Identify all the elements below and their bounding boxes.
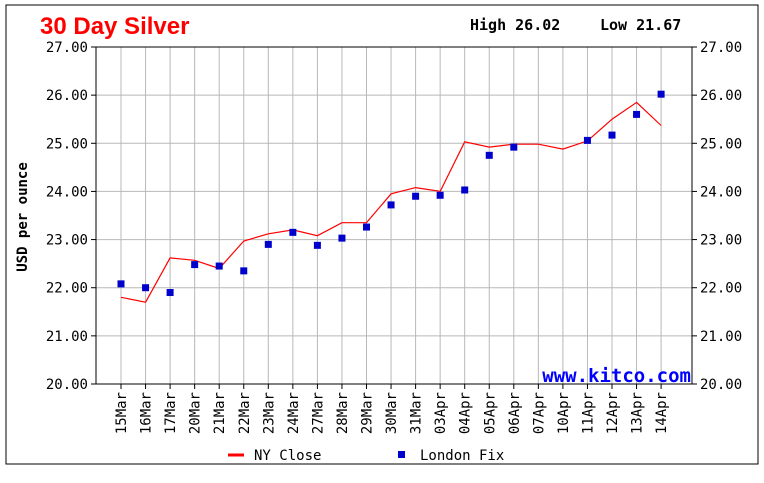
- x-tick-label: 12Apr: [605, 392, 621, 434]
- y-tick-label-left: 20.00: [46, 377, 88, 393]
- y-tick-label-right: 25.00: [700, 136, 742, 152]
- london-fix-point: [363, 223, 370, 231]
- x-tick-label: 16Mar: [139, 392, 155, 434]
- london-fix-point: [412, 192, 420, 200]
- y-ticks-right: 20.00 21.00 22.00 23.00 24.00 25.00 26.00 27.00: [700, 40, 742, 393]
- x-tick-label: 07Apr: [531, 392, 547, 434]
- y-tick-label-left: 21.00: [46, 329, 88, 345]
- x-tick-label: 14Apr: [654, 392, 670, 434]
- x-tick-label: 27Mar: [310, 392, 326, 434]
- london-fix-point: [289, 228, 297, 236]
- legend-london-fix-label: London Fix: [420, 448, 504, 464]
- y-tick-label-right: 27.00: [700, 40, 742, 56]
- london-fix-point: [633, 110, 641, 118]
- x-tick-label: 06Apr: [507, 392, 523, 434]
- x-tick-label: 30Mar: [384, 392, 400, 434]
- legend: NY Close London Fix: [228, 448, 504, 464]
- london-fix-point: [461, 186, 469, 194]
- london-fix-point: [117, 280, 125, 288]
- y-tick-label-left: 25.00: [46, 136, 88, 152]
- x-tick-label: 05Apr: [482, 392, 498, 434]
- series-london-fix-points: [117, 90, 665, 297]
- y-tick-label-right: 20.00: [700, 377, 742, 393]
- london-fix-point: [338, 234, 346, 242]
- x-tick-label: 31Mar: [409, 392, 425, 434]
- y-tick-label-right: 23.00: [700, 233, 742, 249]
- y-tick-label-right: 22.00: [700, 281, 742, 297]
- london-fix-point: [485, 151, 493, 159]
- y-tick-label-left: 24.00: [46, 184, 88, 200]
- london-fix-point: [657, 90, 665, 98]
- y-tick-label-left: 22.00: [46, 281, 88, 297]
- y-tick-label-left: 27.00: [46, 40, 88, 56]
- x-tick-label: 13Apr: [630, 392, 646, 434]
- london-fix-point: [166, 289, 174, 297]
- london-fix-point: [313, 241, 321, 249]
- london-fix-point: [264, 240, 272, 248]
- y-tick-label-right: 26.00: [700, 88, 742, 104]
- london-fix-point: [387, 201, 395, 209]
- x-tick-label: 04Apr: [458, 392, 474, 434]
- london-fix-point: [240, 267, 248, 275]
- x-tick-label: 24Mar: [286, 392, 302, 434]
- y-axis-label: USD per ounce: [15, 162, 31, 272]
- y-tick-label-left: 26.00: [46, 88, 88, 104]
- y-tick-label-right: 24.00: [700, 184, 742, 200]
- low-label: Low 21.67: [600, 16, 681, 34]
- x-tick-label: 11Apr: [580, 392, 596, 434]
- series-ny-close-line: [120, 101, 662, 303]
- chart-title: 30 Day Silver: [40, 13, 189, 40]
- x-ticks: 15Mar 16Mar 17Mar 20Mar 21Mar 22Mar 23Mar 24Mar…: [114, 392, 670, 434]
- x-tick-label: 29Mar: [360, 392, 376, 434]
- plot-area-border: [95, 46, 693, 385]
- x-tick-label: 15Mar: [114, 392, 130, 434]
- london-fix-point: [215, 262, 223, 270]
- london-fix-point: [608, 131, 616, 139]
- x-tick-label: 22Mar: [237, 392, 253, 434]
- x-tick-label: 20Mar: [188, 392, 204, 434]
- high-label: High 26.02: [470, 16, 560, 34]
- y-tick-label-right: 21.00: [700, 329, 742, 345]
- y-tick-label-left: 23.00: [46, 233, 88, 249]
- watermark: www.kitco.com: [542, 365, 691, 387]
- x-tick-label: 21Mar: [212, 392, 228, 434]
- london-fix-point: [583, 136, 591, 144]
- x-tick-label: 23Mar: [261, 392, 277, 434]
- london-fix-point: [191, 261, 199, 269]
- x-tick-label: 03Apr: [433, 392, 449, 434]
- chart-frame: [5, 4, 759, 465]
- london-fix-point: [142, 284, 150, 292]
- y-ticks-left: 20.00 21.00 22.00 23.00 24.00 25.00 26.00 27.00: [46, 40, 88, 393]
- x-tick-label: 17Mar: [163, 392, 179, 434]
- legend-london-fix-swatch: [398, 451, 405, 458]
- legend-ny-close-label: NY Close: [254, 448, 321, 464]
- x-tick-label: 28Mar: [335, 392, 351, 434]
- london-fix-point: [436, 191, 444, 199]
- london-fix-point: [510, 143, 518, 151]
- x-tick-label: 10Apr: [556, 392, 572, 434]
